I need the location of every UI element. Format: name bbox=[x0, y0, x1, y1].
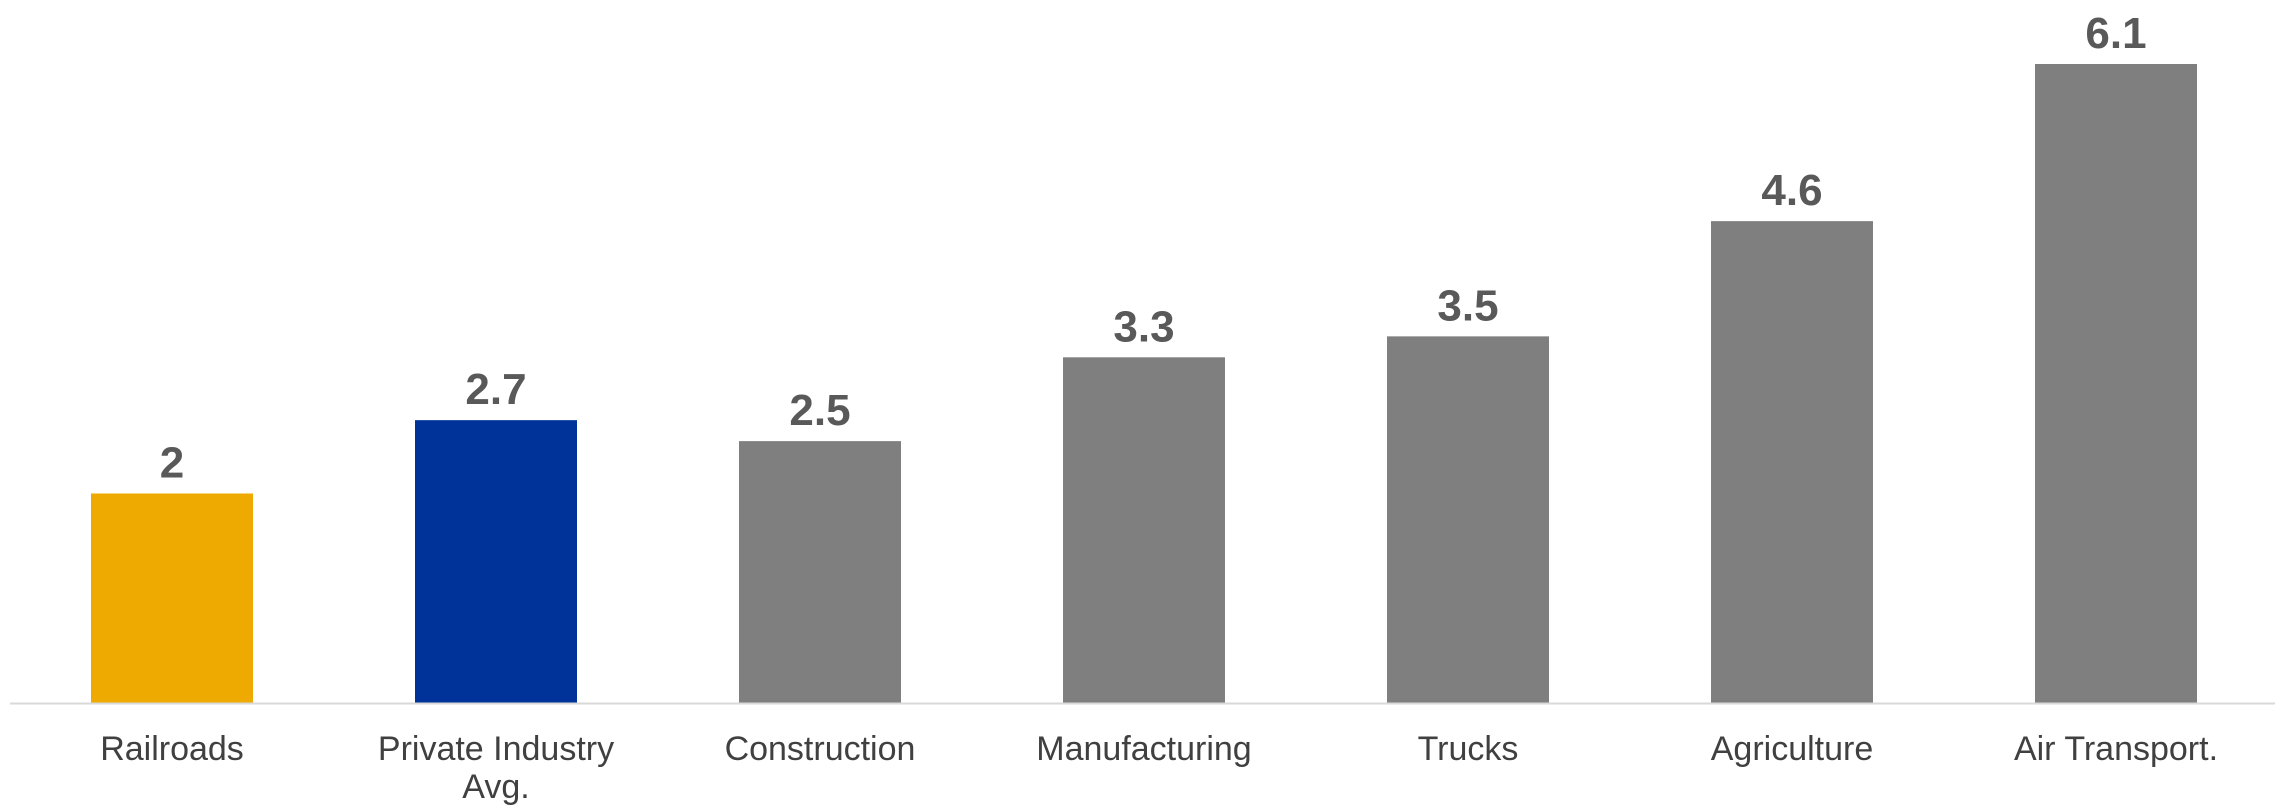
category-labels-group: Railroads Private Industry Avg. Constructio… bbox=[100, 730, 2218, 806]
value-label-2: 2.5 bbox=[789, 386, 850, 435]
category-label-5: Agriculture bbox=[1711, 730, 1874, 768]
category-label-line: Agriculture bbox=[1711, 730, 1874, 768]
value-label-0: 2 bbox=[160, 438, 184, 487]
bar-2 bbox=[739, 441, 901, 703]
category-label-line: Air Transport. bbox=[2014, 730, 2218, 768]
category-label-line: Railroads bbox=[100, 730, 244, 768]
bar-6 bbox=[2035, 64, 2197, 703]
category-label-line: Trucks bbox=[1418, 730, 1519, 768]
bar-4 bbox=[1387, 336, 1549, 703]
bar-5 bbox=[1711, 221, 1873, 703]
value-label-5: 4.6 bbox=[1761, 166, 1822, 215]
value-label-6: 6.1 bbox=[2085, 9, 2146, 58]
category-label-line: Avg. bbox=[462, 768, 529, 806]
value-labels-group: 2 2.7 2.5 3.3 3.5 4.6 6.1 bbox=[160, 9, 2147, 487]
category-label-line: Construction bbox=[725, 730, 916, 768]
bars-group bbox=[91, 64, 2197, 703]
value-label-3: 3.3 bbox=[1113, 302, 1174, 351]
category-label-0: Railroads bbox=[100, 730, 244, 768]
value-label-1: 2.7 bbox=[465, 365, 526, 414]
category-label-line: Manufacturing bbox=[1036, 730, 1251, 768]
bar-0 bbox=[91, 493, 253, 703]
category-label-3: Manufacturing bbox=[1036, 730, 1251, 768]
category-label-1: Private Industry Avg. bbox=[378, 730, 614, 806]
category-label-6: Air Transport. bbox=[2014, 730, 2218, 768]
category-label-2: Construction bbox=[725, 730, 916, 768]
bar-1 bbox=[415, 420, 577, 703]
value-label-4: 3.5 bbox=[1437, 281, 1498, 330]
category-label-4: Trucks bbox=[1418, 730, 1519, 768]
category-label-line: Private Industry bbox=[378, 730, 614, 768]
bar-3 bbox=[1063, 357, 1225, 703]
